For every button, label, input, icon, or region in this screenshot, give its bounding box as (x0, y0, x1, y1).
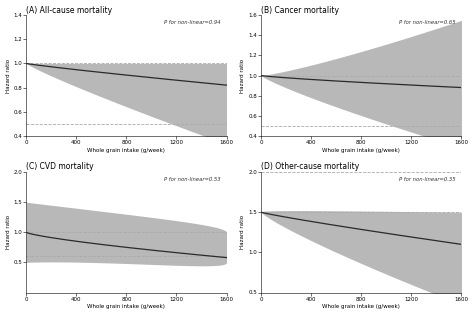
Text: (D) Other-cause mortality: (D) Other-cause mortality (261, 162, 359, 171)
Text: P for non-linear=0.53: P for non-linear=0.53 (164, 177, 220, 182)
Y-axis label: Hazard ratio: Hazard ratio (240, 215, 246, 249)
X-axis label: Whole grain intake (g/week): Whole grain intake (g/week) (322, 148, 400, 153)
Text: P for non-linear=0.65: P for non-linear=0.65 (399, 20, 456, 25)
Text: (A) All-cause mortality: (A) All-cause mortality (26, 6, 112, 14)
Y-axis label: Hazard ratio: Hazard ratio (6, 215, 10, 249)
X-axis label: Whole grain intake (g/week): Whole grain intake (g/week) (87, 148, 165, 153)
Text: (B) Cancer mortality: (B) Cancer mortality (261, 6, 339, 14)
X-axis label: Whole grain intake (g/week): Whole grain intake (g/week) (87, 304, 165, 309)
Text: P for non-linear=0.35: P for non-linear=0.35 (399, 177, 456, 182)
X-axis label: Whole grain intake (g/week): Whole grain intake (g/week) (322, 304, 400, 309)
Text: P for non-linear=0.94: P for non-linear=0.94 (164, 20, 220, 25)
Text: (C) CVD mortality: (C) CVD mortality (26, 162, 94, 171)
Y-axis label: Hazard ratio: Hazard ratio (6, 59, 10, 93)
Y-axis label: Hazard ratio: Hazard ratio (240, 59, 246, 93)
